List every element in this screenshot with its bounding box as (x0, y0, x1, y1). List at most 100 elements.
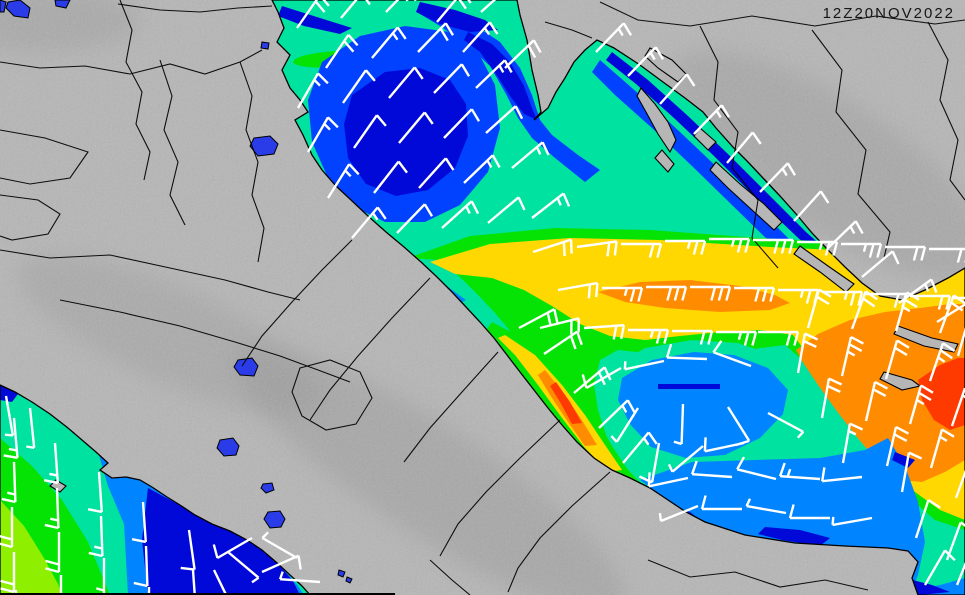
border-line (0, 49, 263, 75)
wind-barb (0, 507, 14, 549)
wind-barb (910, 294, 952, 310)
wind-barb (831, 516, 873, 527)
border-line (927, 21, 965, 201)
wind-barb (557, 281, 599, 299)
wind-barb (908, 384, 934, 425)
wind-barb (326, 163, 360, 199)
wind-barb (716, 330, 758, 346)
wind-barb (388, 66, 424, 99)
lake-bracciano (263, 510, 286, 529)
wind-barb (928, 342, 956, 382)
wind-barb (433, 63, 471, 94)
wind-barb (436, 0, 472, 23)
lagoon-comacchio (249, 135, 279, 157)
border-line (59, 299, 351, 383)
wind-barb (734, 286, 776, 302)
border-line (159, 59, 186, 226)
wind-barb (623, 359, 665, 371)
island-pag (709, 161, 783, 231)
border-line (241, 239, 353, 367)
wind-barb (0, 552, 16, 594)
wind-barb (1, 461, 17, 504)
wind-barb (797, 240, 839, 256)
border-line (0, 249, 301, 301)
wind-barb (43, 442, 59, 485)
border-line (507, 471, 611, 593)
band-navy-istria (464, 32, 537, 120)
wind-barb (956, 327, 965, 357)
border-line (119, 0, 151, 181)
border-line (239, 61, 265, 263)
wind-barb (441, 200, 480, 229)
wind-barb (709, 237, 751, 253)
wind-barb (885, 245, 927, 261)
wind-barb (929, 247, 965, 263)
wind-barb (417, 22, 455, 53)
border-line (0, 129, 89, 185)
wind-barb (463, 154, 501, 184)
wind-barb (700, 495, 742, 511)
wind-barb (90, 558, 106, 595)
wind-barb (753, 238, 795, 254)
wind-barb (821, 467, 863, 483)
wind-barb (296, 72, 329, 109)
wind-barb (841, 242, 883, 258)
wind-barb (840, 335, 864, 377)
wind-barb (726, 131, 762, 164)
wind-barb (133, 545, 149, 588)
lakes (0, 0, 353, 584)
wind-barb (573, 366, 612, 394)
wind-barb (485, 105, 524, 134)
border-line (599, 1, 965, 27)
lake-iseo (0, 0, 7, 13)
lake-nemi (345, 576, 353, 584)
wind-barb (736, 456, 777, 481)
border-line (309, 277, 431, 421)
wind-barb (647, 472, 689, 488)
band-navy-venice (278, 6, 352, 34)
border-line (811, 29, 891, 259)
wind-barb (88, 515, 104, 558)
lake-vico (260, 482, 275, 494)
wind-barb (659, 73, 696, 105)
wind-barb (296, 0, 330, 29)
wind-barb (672, 329, 714, 345)
wind-barb (885, 425, 909, 467)
wind-barb (796, 332, 819, 374)
border-line (647, 559, 869, 591)
wind-barb (543, 330, 583, 355)
border-line (0, 194, 61, 241)
wind-barb (820, 377, 843, 419)
wind-barb (487, 196, 526, 224)
wind-barb (583, 324, 626, 340)
wind-barb (665, 239, 707, 255)
map-edge-line (0, 593, 395, 595)
wind-barb (278, 571, 321, 584)
border-line (291, 359, 373, 431)
band-yellow-main (430, 238, 965, 520)
wind-barb (646, 285, 688, 301)
wind-barb (894, 291, 920, 332)
wind-barb (131, 501, 147, 544)
wind-barb (929, 428, 955, 469)
wind-barb (44, 487, 60, 530)
wind-barb (26, 407, 36, 449)
band-chartreuse-tyr (0, 500, 62, 595)
wind-barb (3, 417, 19, 459)
border-line (429, 559, 471, 595)
wind-barb (595, 22, 633, 53)
border-line (699, 25, 779, 269)
band-navy-top (416, 2, 498, 32)
wind-barb (396, 203, 434, 234)
wind-barb (398, 111, 434, 144)
wind-barb (342, 69, 376, 104)
wind-barb (462, 21, 499, 53)
wind-barb (778, 462, 821, 481)
wind-barb (475, 59, 513, 89)
wind-barb (806, 288, 832, 329)
lake-north (54, 0, 71, 9)
island-cres (636, 87, 677, 154)
